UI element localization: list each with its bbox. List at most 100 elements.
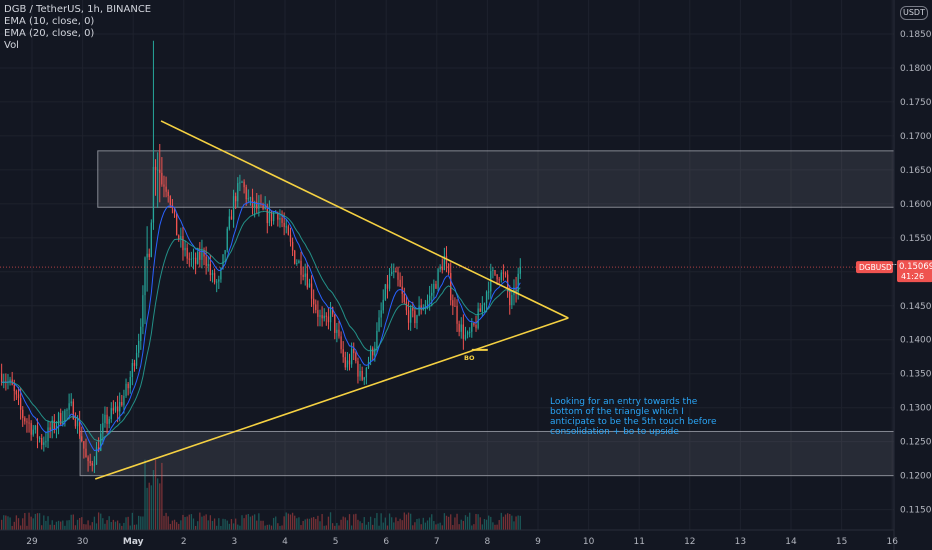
volume-bar — [68, 520, 70, 530]
volume-bar — [490, 516, 492, 530]
volume-bar — [125, 517, 127, 530]
candle-body — [19, 398, 22, 410]
candle-body — [9, 379, 11, 382]
x-tick-label: 15 — [836, 537, 847, 547]
volume-bar — [148, 482, 150, 530]
volume-bar — [266, 524, 268, 530]
volume-bar — [395, 517, 397, 530]
trendlines — [94, 120, 569, 480]
volume-bar — [157, 478, 159, 530]
candle-body — [184, 247, 186, 251]
candle-body — [142, 295, 144, 327]
volume-bar — [78, 517, 81, 530]
volume-bar — [424, 522, 427, 530]
ema-10-legend[interactable]: EMA (10, close, 0) — [4, 16, 95, 27]
candle-body — [272, 213, 275, 222]
volume-bar — [260, 520, 262, 530]
symbol-tag: DGBUSDT — [859, 263, 897, 272]
candle-body — [175, 213, 178, 236]
volume-bar — [93, 516, 96, 530]
price-label-countdown: 41:26 — [901, 272, 924, 281]
candle-body — [342, 349, 344, 358]
symbol-title[interactable]: DGB / TetherUS, 1h, BINANCE — [4, 4, 152, 15]
volume-bar — [24, 513, 26, 530]
candle-body — [241, 181, 243, 183]
candle-body — [426, 300, 429, 305]
volume-bar — [485, 519, 488, 530]
volume-bar — [317, 515, 319, 530]
candle-body — [72, 401, 74, 420]
candle-body — [68, 403, 70, 410]
volume-bar — [410, 513, 412, 530]
candle-body — [452, 300, 454, 306]
candle-body — [89, 461, 91, 464]
volume-bar — [13, 521, 15, 530]
volume-bar — [213, 518, 216, 530]
volume-bar — [199, 512, 201, 530]
candle-body — [28, 422, 30, 424]
volume-bar — [452, 525, 454, 530]
candle-body — [199, 251, 201, 260]
candle-body — [325, 315, 327, 317]
volume-bar — [38, 513, 41, 530]
upper-trendline — [160, 120, 569, 319]
volume-bar — [319, 521, 321, 530]
volume-bar — [194, 525, 197, 530]
volume-bar — [268, 524, 271, 530]
grid — [0, 0, 894, 530]
candle-body — [24, 417, 26, 422]
candle-body — [355, 353, 357, 362]
candle-body — [167, 191, 169, 197]
candle-body — [412, 308, 414, 311]
volume-bar — [283, 516, 285, 530]
volume-bar — [473, 524, 475, 530]
candles — [0, 40, 521, 473]
candle-body — [346, 360, 349, 368]
volume-bar — [245, 514, 247, 530]
volume-bar — [302, 520, 304, 530]
candle-body — [382, 299, 384, 311]
candle-body — [460, 324, 462, 332]
candle-body — [369, 348, 372, 362]
volume-bar — [376, 513, 378, 530]
candle-body — [192, 257, 195, 259]
volume-bar — [36, 513, 39, 530]
volume-bar — [492, 522, 494, 530]
x-tick-label: 29 — [26, 537, 38, 547]
resistance-zone — [97, 150, 895, 208]
volume-legend[interactable]: Vol — [4, 40, 19, 51]
volume-bar — [70, 514, 72, 530]
volume-bar — [399, 518, 401, 530]
volume-bar — [102, 518, 104, 530]
volume-bar — [100, 513, 102, 530]
x-tick-label: 6 — [383, 537, 389, 547]
volume-bar — [251, 515, 254, 530]
candle-body — [256, 201, 258, 209]
volume-bar — [11, 525, 13, 530]
x-tick-label: 5 — [333, 537, 339, 547]
volume-bar — [85, 524, 87, 530]
candle-body — [26, 421, 28, 423]
x-tick-label: 7 — [434, 537, 440, 547]
volume-bar — [45, 520, 47, 530]
volume-bar — [112, 519, 115, 530]
candle-body — [296, 263, 298, 265]
volume-bar — [169, 523, 171, 530]
candle-body — [500, 272, 502, 280]
volume-bar — [247, 513, 249, 530]
volume-bar — [47, 516, 49, 530]
candle-body — [416, 315, 418, 324]
volume-bar — [296, 518, 298, 530]
volume-bar — [285, 512, 287, 530]
candle-body — [464, 334, 467, 339]
candle-body — [393, 270, 395, 272]
volume-bar — [62, 520, 64, 530]
currency-button[interactable]: USDT — [900, 6, 928, 20]
ema-20-legend[interactable]: EMA (20, close, 0) — [4, 28, 95, 39]
volume-bar — [41, 525, 43, 530]
candle-body — [308, 283, 311, 288]
